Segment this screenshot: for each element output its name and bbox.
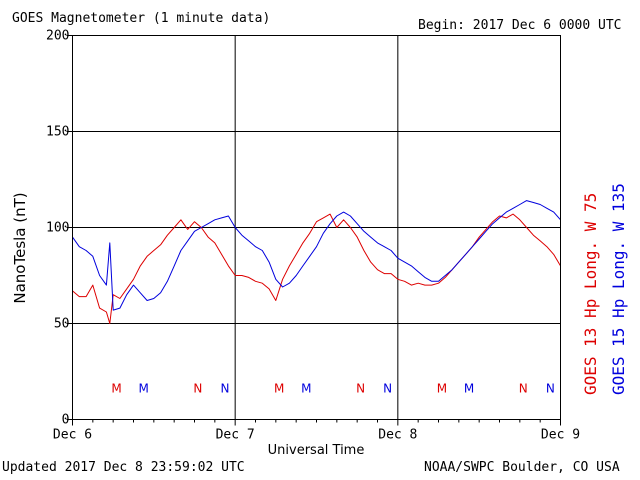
x-tick-label-1: Dec 7: [216, 428, 255, 443]
y-tick-label-0: 0: [62, 413, 70, 428]
marker-n-10: N: [519, 382, 528, 396]
series-line-goes13: [72, 213, 561, 324]
marker-n-6: N: [356, 382, 365, 396]
y-tick-label-2: 100: [46, 221, 69, 236]
x-axis-label: Universal Time: [268, 443, 365, 458]
y-axis-label: NanoTesla (nT): [11, 192, 29, 303]
x-tick-labels: Dec 6 Dec 7 Dec 8 Dec 9: [53, 419, 580, 443]
x-tick-label-2: Dec 8: [378, 428, 417, 443]
marker-n-2: N: [193, 382, 202, 396]
legend-goes15: GOES 15 Hp Long. W 135: [609, 183, 628, 395]
x-tick-label-3: Dec 9: [541, 428, 580, 443]
marker-m-4: M: [274, 382, 284, 396]
series-lines: [72, 200, 561, 324]
begin-time: Begin: 2017 Dec 6 0000 UTC: [418, 18, 622, 33]
marker-m-5: M: [301, 382, 311, 396]
marker-m-0: M: [111, 382, 121, 396]
marker-n-3: N: [221, 382, 230, 396]
grid-lines: [72, 35, 561, 420]
y-tick-label-4: 200: [46, 29, 69, 44]
credit: NOAA/SWPC Boulder, CO USA: [424, 460, 620, 475]
marker-n-11: N: [546, 382, 555, 396]
marker-m-8: M: [437, 382, 447, 396]
series-line-goes15: [72, 200, 561, 311]
y-tick-label-3: 150: [46, 125, 69, 140]
marker-n-7: N: [383, 382, 392, 396]
y-tick-label-1: 50: [54, 317, 70, 332]
chart-title: GOES Magnetometer (1 minute data): [12, 11, 271, 26]
y-tick-labels: 0 50 100 150 200: [46, 29, 73, 428]
legend-goes13: GOES 13 Hp Long. W 75: [581, 193, 600, 395]
x-tick-label-0: Dec 6: [53, 428, 92, 443]
plot-frame: [72, 35, 561, 420]
updated-time: Updated 2017 Dec 8 23:59:02 UTC: [2, 460, 245, 475]
marker-m-1: M: [138, 382, 148, 396]
marker-m-9: M: [464, 382, 474, 396]
